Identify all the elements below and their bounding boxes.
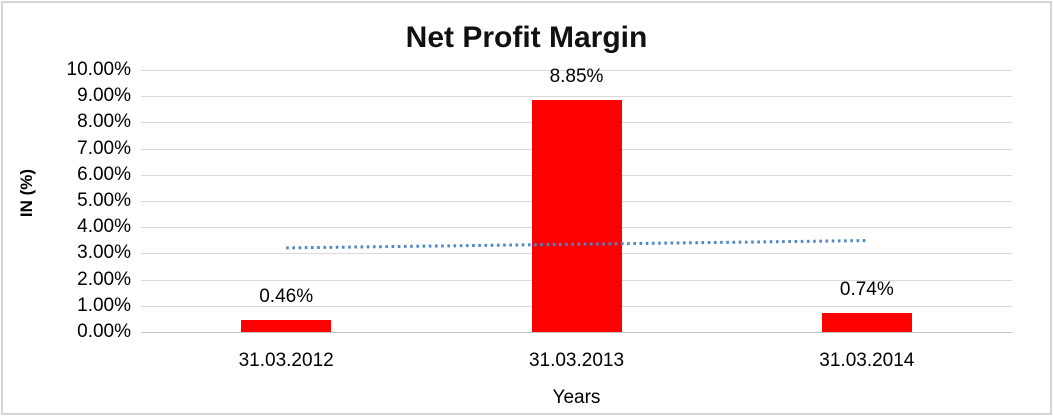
data-label: 8.85%: [549, 66, 604, 88]
data-label: 0.46%: [259, 285, 314, 307]
y-tick-label: 2.00%: [77, 268, 131, 290]
bar-31.03.2012: [241, 319, 332, 332]
y-tick-label: 9.00%: [77, 85, 131, 107]
y-tick-label: 4.00%: [77, 216, 131, 238]
x-axis-line: [141, 332, 1012, 333]
plot-area: 0.46% 8.85% 0.74%: [141, 66, 1012, 333]
x-axis-title: Years: [552, 387, 601, 408]
bar-31.03.2014: [821, 312, 912, 332]
y-tick-label: 8.00%: [77, 111, 131, 133]
chart-title: Net Profit Margin: [405, 21, 648, 54]
data-label: 0.74%: [839, 278, 894, 300]
y-tick-label: 3.00%: [77, 242, 131, 264]
y-tick-label: 7.00%: [77, 137, 131, 159]
y-tick-label: 10.00%: [66, 59, 131, 80]
gridline: [141, 70, 1012, 71]
trendline: [286, 239, 867, 250]
trendline-path: [286, 239, 867, 250]
category-label: 31.03.2013: [528, 350, 625, 371]
gridline: [141, 96, 1012, 98]
y-tick-label: 1.00%: [77, 294, 131, 316]
category-label: 31.03.2014: [819, 350, 915, 371]
category-label: 31.03.2012: [238, 350, 334, 371]
y-tick-label: 5.00%: [77, 190, 131, 211]
y-tick-label: 0.00%: [77, 321, 131, 342]
y-tick-label: 6.00%: [77, 163, 131, 185]
bar-31.03.2013: [531, 100, 622, 332]
